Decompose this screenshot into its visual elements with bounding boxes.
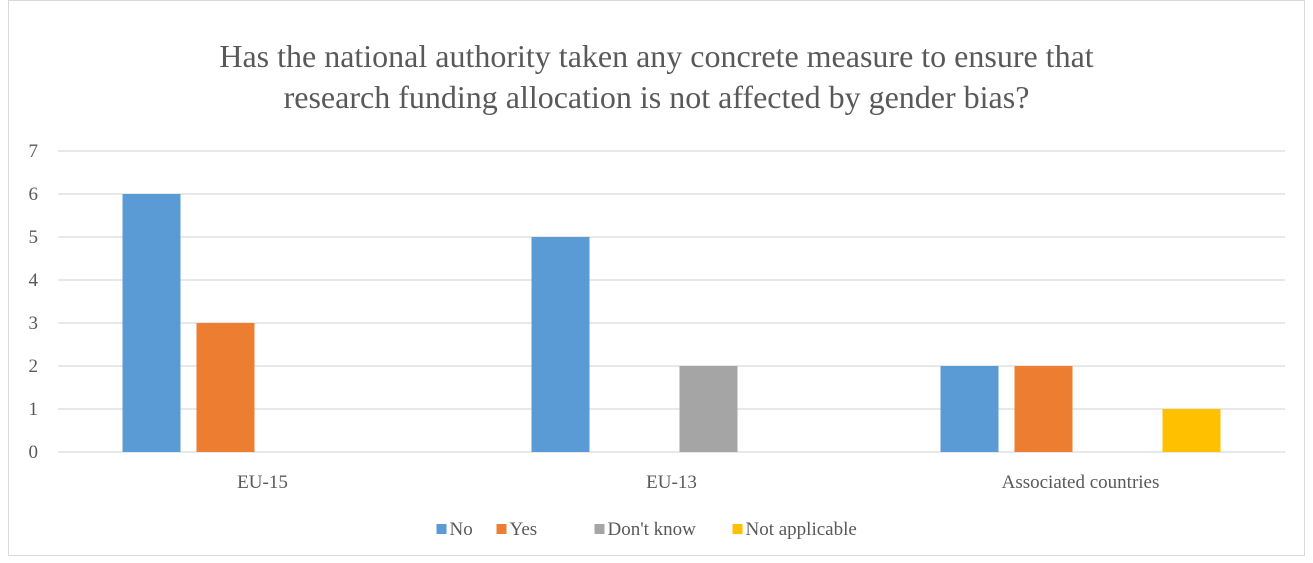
legend-swatch-yes — [496, 524, 507, 534]
y-tick-label: 0 — [29, 442, 39, 463]
y-axis-ticks: 0 1 2 3 4 5 6 7 — [29, 141, 39, 463]
chart-frame — [8, 0, 1305, 556]
legend-label: Don't know — [608, 519, 697, 540]
chart-title-line-2: research funding allocation is not affec… — [283, 79, 1030, 115]
y-tick-label: 1 — [29, 399, 39, 420]
legend-swatch-no — [436, 524, 447, 534]
x-axis-categories: EU-15 EU-13 Associated countries — [237, 472, 1159, 493]
y-tick-label: 4 — [29, 270, 39, 291]
legend-swatch-not-applicable — [732, 524, 743, 534]
bar-no-1 — [531, 237, 590, 452]
gridlines — [58, 150, 1285, 453]
bar-not-applicable-2 — [1162, 409, 1221, 452]
legend-swatch-don-t-know — [594, 524, 605, 534]
x-category-label: Associated countries — [1002, 472, 1160, 493]
y-tick-label: 2 — [29, 356, 39, 377]
bar-no-2 — [940, 366, 999, 452]
bar-yes-2 — [1014, 366, 1073, 452]
legend: No Yes Don't know Not applicable — [436, 519, 857, 540]
y-tick-label: 6 — [29, 184, 39, 205]
chart-title: Has the national authority taken any con… — [8, 36, 1305, 118]
chart-title-line-1: Has the national authority taken any con… — [219, 38, 1094, 74]
legend-label: Not applicable — [746, 519, 857, 540]
y-tick-label: 7 — [29, 141, 39, 162]
y-tick-label: 3 — [29, 313, 39, 334]
bar-no-0 — [122, 194, 181, 452]
y-tick-label: 5 — [29, 227, 39, 248]
bar-yes-0 — [196, 323, 255, 452]
legend-label: No — [450, 519, 473, 540]
bars — [122, 194, 1221, 452]
legend-label: Yes — [510, 519, 538, 540]
x-category-label: EU-13 — [646, 472, 697, 493]
x-category-label: EU-15 — [237, 472, 288, 493]
bar-don-t-know-1 — [679, 366, 738, 452]
